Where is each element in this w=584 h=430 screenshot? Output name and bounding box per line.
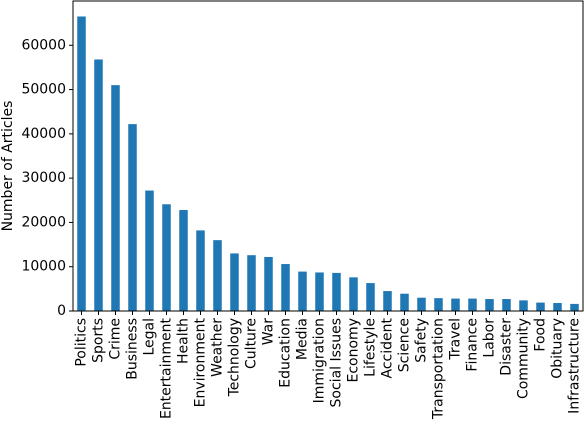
bar-finance	[468, 298, 477, 311]
bar-obituary	[553, 303, 562, 311]
bar-immigration	[315, 272, 324, 311]
y-tick-label: 10000	[21, 259, 66, 275]
x-tick-label: Health	[176, 318, 192, 364]
bars-group	[77, 16, 579, 312]
x-tick-label: Disaster	[499, 318, 515, 376]
bar-culture	[247, 255, 256, 311]
x-tick-label: Economy	[346, 318, 362, 382]
bar-media	[298, 271, 307, 311]
x-tick-label: Food	[533, 318, 549, 352]
x-tick-label: Lifestyle	[363, 318, 379, 377]
x-tick-label: Politics	[74, 318, 90, 367]
bar-science	[400, 293, 409, 311]
x-tick-label: Media	[295, 318, 311, 360]
x-tick-label: War	[261, 318, 277, 346]
x-tick-label: Labor	[482, 318, 498, 358]
bar-war	[264, 256, 273, 311]
x-tick-label: Immigration	[312, 318, 328, 403]
y-tick-label: 30000	[21, 170, 66, 186]
y-axis-label: Number of Articles	[0, 101, 16, 232]
bar-community	[519, 300, 528, 311]
x-tick-label: Sports	[91, 318, 107, 363]
x-tick-label: Education	[278, 318, 294, 388]
x-tick-label: Legal	[142, 318, 158, 356]
bar-weather	[213, 240, 222, 311]
bar-technology	[230, 253, 239, 311]
x-axis: Politics Sports Crime Business Legal Entertai…	[74, 311, 583, 420]
x-tick-label: Technology	[227, 318, 243, 397]
x-tick-label: Safety	[414, 318, 430, 363]
x-tick-label: Social Issues	[329, 318, 345, 407]
bar-accident	[383, 291, 392, 311]
bar-transportation	[434, 298, 443, 311]
plot-frame	[72, 0, 584, 312]
x-tick-label: Accident	[380, 317, 396, 378]
x-tick-label: Community	[516, 318, 532, 399]
y-tick-label: 0	[57, 303, 66, 319]
x-tick-label: Environment	[193, 318, 209, 408]
bar-entertainment	[162, 204, 171, 311]
y-tick-label: 40000	[21, 126, 66, 142]
x-tick-label: Infrastructure	[567, 318, 583, 414]
bar-politics	[77, 16, 86, 311]
bar-food	[536, 302, 545, 311]
bar-business	[128, 124, 137, 311]
y-tick-label: 60000	[21, 37, 66, 53]
bar-lifestyle	[366, 283, 375, 311]
bar-crime	[111, 85, 120, 311]
bar-social-issues	[332, 272, 341, 311]
x-tick-label: Finance	[465, 318, 481, 372]
x-tick-label: Business	[125, 318, 141, 380]
y-tick-label: 50000	[21, 82, 66, 98]
x-tick-label: Weather	[210, 318, 226, 377]
x-tick-label: Transportation	[431, 318, 447, 420]
x-tick-label: Travel	[448, 318, 464, 361]
y-tick-label: 20000	[21, 214, 66, 230]
bar-sports	[94, 59, 103, 312]
bar-economy	[349, 277, 358, 311]
bar-disaster	[502, 299, 511, 311]
bar-travel	[451, 298, 460, 311]
bar-environment	[196, 230, 205, 311]
x-tick-label: Obituary	[550, 318, 566, 379]
bar-health	[179, 210, 188, 311]
x-tick-label: Entertainment	[159, 317, 175, 419]
y-axis: 0 10000 20000 30000 40000 50000 60000	[21, 37, 73, 319]
bar-education	[281, 264, 290, 311]
x-tick-label: Culture	[244, 318, 260, 369]
x-tick-label: Science	[397, 318, 413, 372]
x-tick-label: Crime	[108, 318, 124, 360]
bar-labor	[485, 299, 494, 311]
bar-safety	[417, 297, 426, 311]
bar-infrastructure	[570, 303, 579, 311]
bar-legal	[145, 190, 154, 311]
